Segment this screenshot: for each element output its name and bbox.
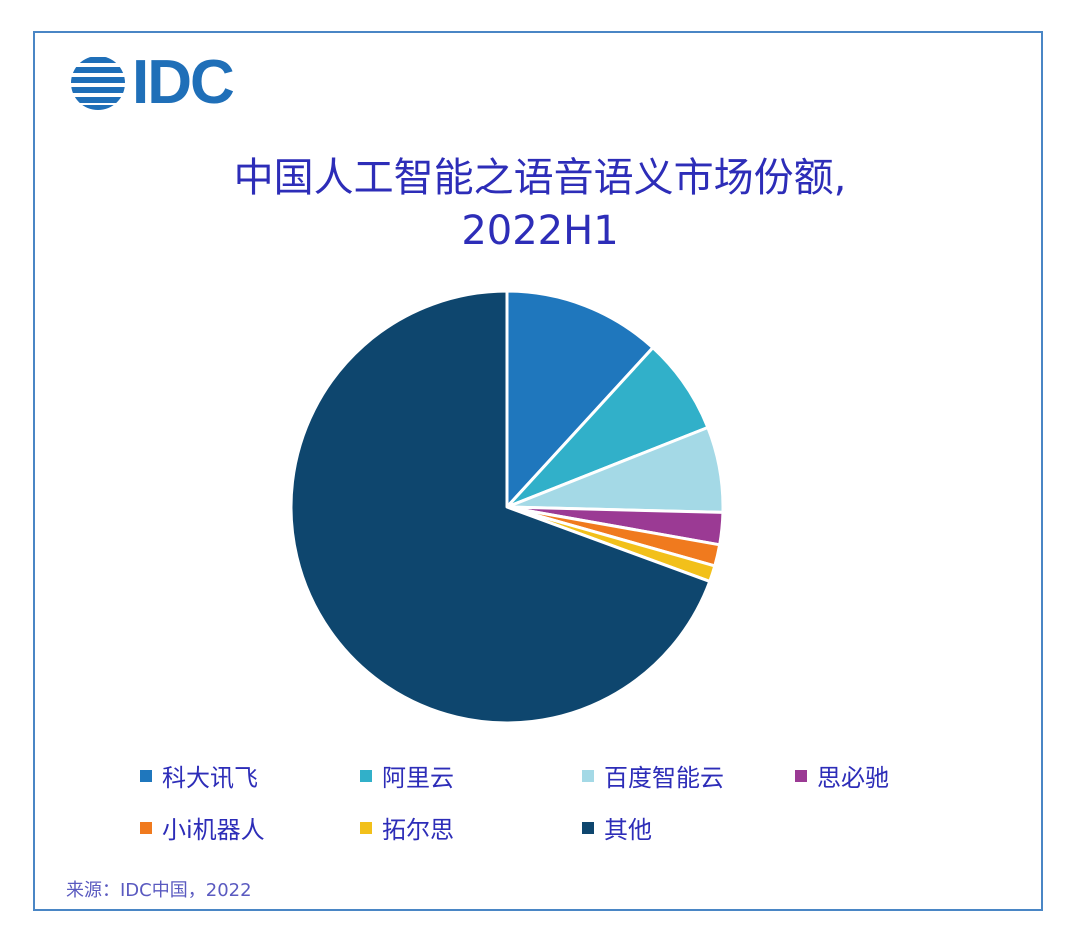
legend-swatch (360, 821, 372, 834)
legend-label: 百度智能云 (604, 764, 724, 792)
legend-item: 拓尔思 (360, 810, 454, 845)
legend-label: 科大讯飞 (162, 764, 258, 792)
legend-item: 百度智能云 (582, 758, 724, 793)
legend-label: 阿里云 (382, 764, 454, 792)
legend-swatch (582, 769, 594, 782)
pie-slice (505, 289, 655, 509)
legend-item: 小i机器人 (140, 810, 265, 845)
source-note: 来源：IDC中国，2022 (66, 880, 252, 901)
idc-globe-icon (71, 57, 125, 110)
chart-subtitle: 2022H1 (461, 208, 619, 254)
logo-text: IDC (132, 48, 235, 117)
legend-label: 小i机器人 (162, 816, 265, 844)
legend-label: 其他 (604, 816, 652, 844)
legend-item: 思必驰 (795, 758, 889, 793)
legend-swatch (140, 821, 152, 834)
idc-logo: IDC (70, 48, 235, 117)
pie-slice (289, 289, 712, 725)
chart-title: 中国人工智能之语音语义市场份额, (233, 155, 847, 201)
pie-chart (289, 289, 725, 725)
legend-swatch (140, 769, 152, 782)
legend-item: 科大讯飞 (140, 758, 258, 793)
legend-label: 拓尔思 (382, 816, 454, 844)
legend-item: 其他 (582, 810, 652, 845)
legend-swatch (582, 821, 594, 834)
legend-swatch (360, 769, 372, 782)
legend-item: 阿里云 (360, 758, 454, 793)
legend-label: 思必驰 (817, 764, 889, 792)
legend-swatch (795, 769, 807, 782)
